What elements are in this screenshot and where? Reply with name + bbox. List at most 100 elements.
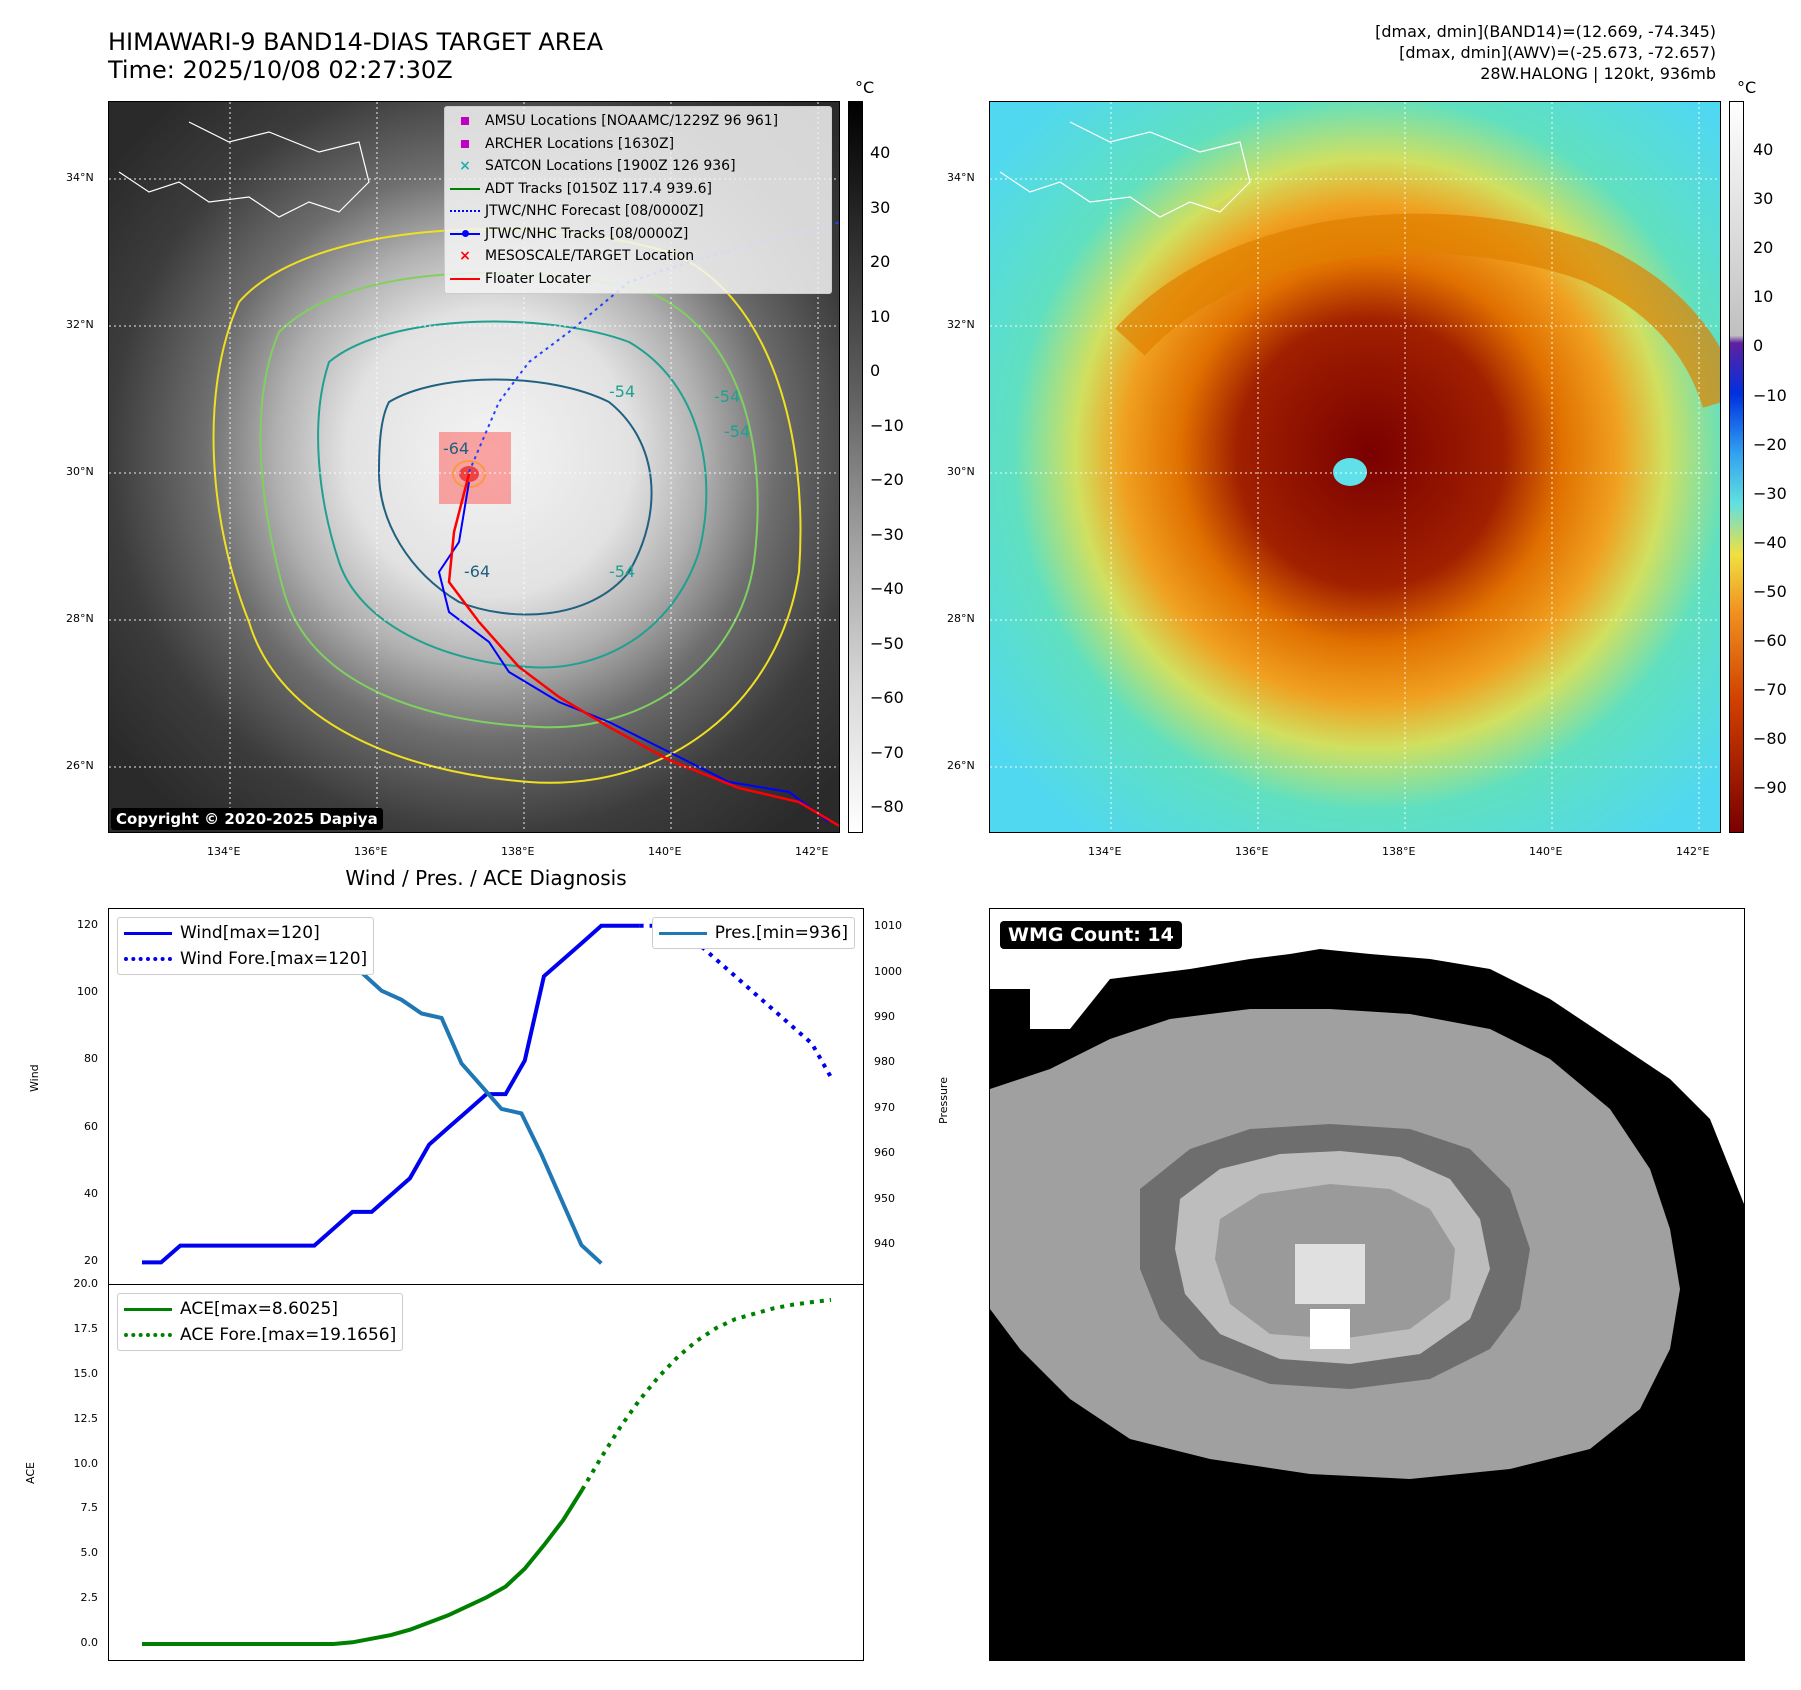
lon-tick: 140°E — [1529, 845, 1563, 858]
contour-label: -54 — [724, 422, 750, 441]
colorbar-tick: 0 — [1753, 336, 1764, 356]
colorbar-tick: 40 — [1753, 140, 1774, 159]
ace-ytick: 20.0 — [73, 1277, 99, 1290]
colorbar-tick: −90 — [1753, 778, 1787, 798]
ace-ytick: 5.0 — [80, 1546, 99, 1560]
contour-label: -54 — [609, 562, 635, 581]
wind-ytick: 40 — [84, 1187, 98, 1201]
lat-tick: 26°N — [66, 759, 94, 772]
colorbar-tick: −30 — [1753, 483, 1787, 503]
legend-item-floater: Floater Locater — [445, 268, 831, 291]
ace-line — [142, 1488, 584, 1646]
contour-label: -64 — [443, 439, 469, 458]
contour-label: -54 — [714, 387, 740, 406]
ir-colorbar — [848, 101, 863, 833]
ace-ytick: 0.0 — [80, 1636, 99, 1650]
legend-item-satcon: × SATCON Locations [1900Z 126 936] — [459, 158, 736, 175]
legend-item-forecast: JTWC/NHC Forecast [08/0000Z] — [445, 200, 831, 223]
ace-ytick: 15.0 — [73, 1366, 99, 1380]
lat-tick: 32°N — [947, 318, 975, 331]
ace-ytick: 2.5 — [80, 1591, 99, 1605]
lat-tick: 28°N — [66, 612, 94, 625]
legend-ace-fore: ACE Fore.[max=19.1656] — [180, 1325, 397, 1345]
lat-tick: 30°N — [947, 465, 975, 478]
wind-ytick: 100 — [77, 985, 98, 999]
colorbar-tick: −40 — [1753, 532, 1787, 552]
colorbar-tick: 40 — [870, 143, 891, 162]
legend-ace: ACE[max=8.6025] — [180, 1299, 338, 1319]
info-awv: [dmax, dmin](AWV)=(-25.673, -72.657) — [1399, 43, 1716, 62]
colorbar-tick: 10 — [870, 306, 891, 326]
legend-item-tracks: JTWC/NHC Tracks [08/0000Z] — [445, 223, 831, 246]
ace-panel: ACE[max=8.6025] ACE Fore.[max=19.1656] — [108, 1284, 864, 1661]
legend-pres: Pres.[min=936] — [714, 923, 848, 943]
lon-tick: 142°E — [795, 845, 829, 858]
colorbar-tick: −60 — [1753, 631, 1787, 650]
wind-ytick: 20 — [84, 1254, 98, 1268]
lon-tick: 134°E — [207, 845, 241, 858]
lon-tick: 138°E — [501, 845, 535, 858]
ace-svg — [142, 1297, 832, 1646]
colorbar-tick: 0 — [870, 361, 881, 380]
map-legend: AMSU Locations [NOAAMC/1229Z 96 961] ARC… — [444, 106, 832, 294]
lon-tick: 138°E — [1382, 845, 1416, 858]
ace-ytick: 7.5 — [80, 1501, 99, 1515]
pres-ytick: 960 — [874, 1146, 895, 1160]
diag-title: Wind / Pres. / ACE Diagnosis — [345, 866, 627, 890]
colorbar-unit: °C — [855, 78, 875, 97]
enhanced-colorbar — [1729, 101, 1744, 833]
colorbar-tick: 30 — [1753, 189, 1774, 209]
pres-ytick: 970 — [874, 1100, 895, 1114]
legend-wind-fore: Wind Fore.[max=120] — [180, 949, 368, 969]
colorbar-tick: −80 — [1753, 729, 1787, 749]
lon-tick: 142°E — [1676, 845, 1710, 858]
colorbar-tick: 20 — [1753, 238, 1774, 258]
legend-item-amsu: AMSU Locations [NOAAMC/1229Z 96 961] — [445, 110, 831, 133]
colorbar-tick: −60 — [870, 688, 904, 707]
lat-tick: 34°N — [947, 171, 975, 184]
pres-ytick: 980 — [874, 1055, 895, 1069]
ace-forecast-line — [580, 1297, 832, 1491]
lat-tick: 32°N — [66, 318, 94, 331]
wind-ytick: 60 — [84, 1119, 98, 1133]
colorbar-tick: −80 — [870, 797, 904, 816]
contour-label: -64 — [464, 562, 490, 581]
colorbar-tick: −10 — [870, 415, 904, 435]
legend-wind: Wind[max=120] — [180, 923, 320, 943]
wmg-count-badge: WMG Count: 14 — [1000, 921, 1182, 949]
lat-tick: 30°N — [66, 465, 94, 478]
colorbar-unit: °C — [1737, 78, 1757, 97]
legend-item-archer: ARCHER Locations [1630Z] — [445, 133, 831, 156]
wmg-panel: WMG Count: 14 — [989, 908, 1745, 1661]
lon-tick: 140°E — [648, 845, 682, 858]
wind-pres-panel: Wind[max=120] Wind Fore.[max=120] Pres.[… — [108, 908, 864, 1285]
ace-ytick: 10.0 — [73, 1456, 99, 1470]
figure-time: Time: 2025/10/08 02:27:30Z — [108, 56, 453, 84]
colorbar-tick: −40 — [870, 579, 904, 598]
lat-tick: 28°N — [947, 612, 975, 625]
ace-ytick: 12.5 — [73, 1411, 99, 1425]
info-storm: 28W.HALONG | 120kt, 936mb — [1480, 64, 1716, 83]
wind-line — [142, 923, 640, 1265]
lat-tick: 34°N — [66, 171, 94, 184]
figure-title: HIMAWARI-9 BAND14-DIAS TARGET AREA — [108, 28, 604, 56]
copyright-badge: Copyright © 2020-2025 Dapiya — [111, 808, 383, 830]
legend-item-adt: ADT Tracks [0150Z 117.4 939.6] — [445, 178, 831, 201]
lon-tick: 134°E — [1088, 845, 1122, 858]
ir-map-panel: -64 -64 -54 -54 -54 -54 AMSU Locations [… — [108, 101, 840, 833]
pres-ytick: 990 — [874, 1010, 895, 1023]
colorbar-tick: −10 — [1753, 385, 1787, 405]
colorbar-tick: −30 — [870, 524, 904, 544]
enhanced-map-svg — [990, 102, 1720, 832]
pres-ytick: 1000 — [874, 964, 902, 978]
colorbar-tick: −50 — [870, 633, 904, 653]
colorbar-tick: −70 — [1753, 680, 1787, 700]
wind-ytick: 80 — [84, 1052, 98, 1066]
ace-ylabel: ACE — [24, 1462, 37, 1484]
lat-tick: 26°N — [947, 759, 975, 772]
colorbar-tick: −20 — [1753, 434, 1787, 454]
enhanced-map-panel — [989, 101, 1721, 833]
wind-legend: Wind[max=120] Wind Fore.[max=120] — [117, 917, 375, 975]
pres-ytick: 940 — [874, 1237, 895, 1251]
legend-item-target: × MESOSCALE/TARGET Location — [459, 248, 695, 265]
